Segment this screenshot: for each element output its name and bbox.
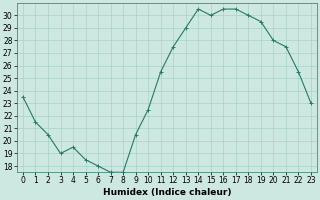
X-axis label: Humidex (Indice chaleur): Humidex (Indice chaleur) bbox=[103, 188, 231, 197]
